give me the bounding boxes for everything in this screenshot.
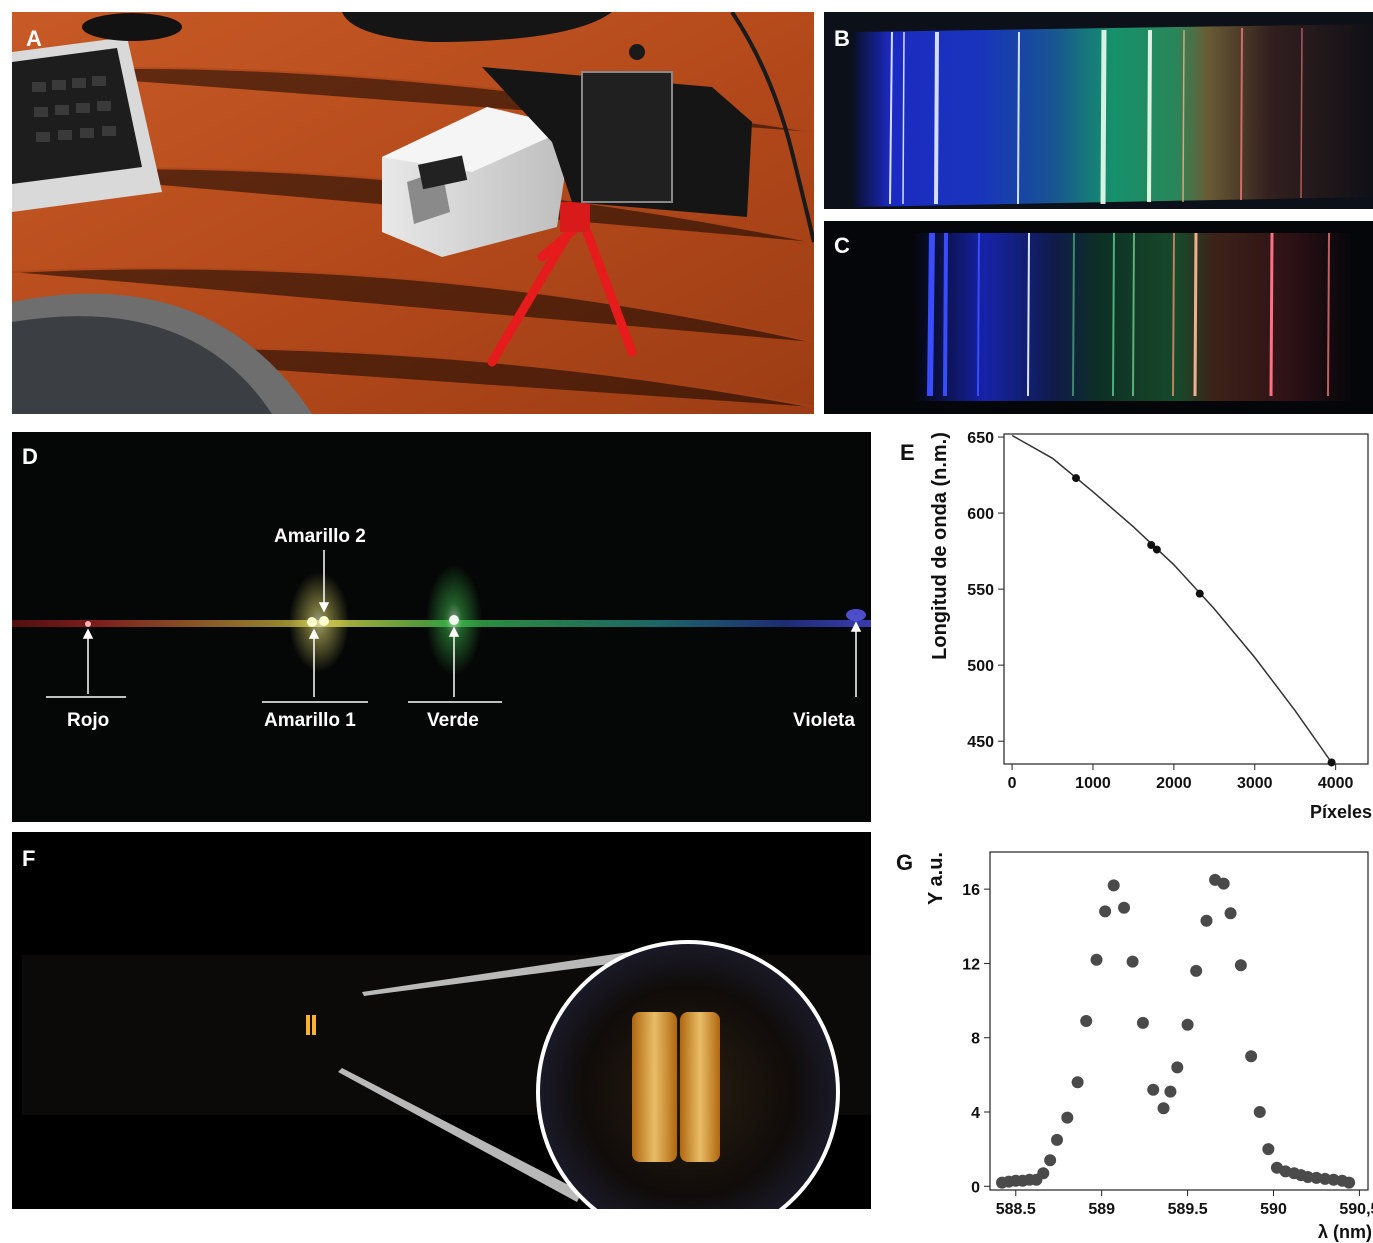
data-point [1343,1176,1356,1189]
x-tick-label: 590 [1260,1201,1287,1218]
x-axis-label: Píxeles [1310,802,1372,822]
data-point [1195,589,1204,598]
y-axis-label: Y a.u. [925,852,947,905]
sodium-doublet-image-f: F [12,832,871,1209]
panel-label-b: B [834,26,850,51]
calibration-chart-e: E 0 1000 2000 3000 4000 450 500 550 600 650 Píxele… [872,426,1373,826]
y-tick-label: 500 [967,658,994,675]
label-amarillo-1: Amarillo 1 [264,710,356,731]
x-tick-label: 2000 [1156,775,1192,792]
data-point [1051,1133,1064,1146]
data-point [1164,1085,1177,1098]
data-point [1147,1083,1160,1096]
annotated-spectrum-d: D [12,432,871,822]
data-point [1080,1015,1093,1027]
x-tick-label: 589.5 [1168,1201,1208,1218]
x-tick-label: 590,5 [1339,1201,1373,1218]
spectrum-image-c: C [824,221,1373,414]
data-point [1126,955,1139,968]
x-tick-label: 589 [1088,1201,1115,1218]
label-rojo: Rojo [67,710,110,731]
intensity-chart-svg: 588.5 589 589.5 590 590,5 0 4 8 12 16 λ (nm) Y a.u. [925,851,1373,1242]
spectrum-c-illustration [824,221,1373,414]
label-verde: Verde [427,710,479,731]
spectrum-d-illustration [12,432,871,822]
data-point [1234,959,1247,972]
y-tick-label: 0 [971,1179,980,1196]
data-point [1136,1016,1149,1029]
data-point [1327,758,1336,767]
data-point [1262,1143,1275,1156]
fit-curve [1011,434,1333,763]
label-amarillo-2: Amarillo 2 [274,526,366,547]
data-point [1071,474,1080,483]
data-point [1181,1018,1194,1031]
y-tick-label: 8 [971,1031,980,1048]
data-point [1253,1106,1266,1118]
y-tick-label: 450 [967,734,994,751]
x-tick-label: 4000 [1318,775,1354,792]
data-point [1107,879,1120,892]
y-tick-label: 550 [967,582,994,599]
y-tick-label: 650 [967,430,994,447]
data-point [1217,877,1230,890]
photo-spectrometer-setup: A [12,12,814,414]
data-point [1099,905,1112,918]
data-point [1152,545,1161,554]
data-point [1171,1061,1184,1074]
data-point [1224,907,1237,920]
spectrum-b-illustration [824,12,1373,209]
spectrum-image-b: B [824,12,1373,209]
data-point [1157,1102,1170,1115]
data-point [1044,1154,1057,1167]
data-point [1061,1111,1074,1124]
plot-frame [989,851,1369,1191]
panel-label-f: F [22,846,36,871]
y-axis-label: Longitud de onda (n.m.) [929,432,951,660]
panel-label-c: C [834,233,850,258]
doublet-intensity-chart-g: G 588.5 589 589.5 590 590,5 0 4 8 12 16 λ (nm) Y a.… [872,838,1373,1243]
y-tick-label: 16 [962,882,980,899]
x-tick-label: 1000 [1075,775,1111,792]
panel-label-a: A [26,26,42,51]
data-point [1118,901,1131,914]
data-point [1147,541,1156,550]
plot-frame [1003,433,1369,765]
x-tick-label: 3000 [1237,775,1273,792]
data-point [1071,1076,1084,1089]
x-tick-label: 588.5 [996,1201,1036,1218]
tripod-head [560,202,590,232]
data-point [1037,1167,1050,1180]
data-point [1190,964,1203,977]
data-point [1245,1050,1258,1063]
doublet-zoom-illustration [12,832,871,1209]
y-tick-label: 600 [967,506,994,523]
y-tick-label: 4 [971,1105,980,1122]
panel-label-d: D [22,444,38,469]
spectrometer-photo-illustration [12,12,814,414]
x-tick-label: 0 [1008,775,1017,792]
x-axis-label: λ (nm) [1318,1222,1372,1242]
data-point [1090,953,1103,966]
data-point [1200,914,1213,927]
calibration-chart-svg: 0 1000 2000 3000 4000 450 500 550 600 650 Píxeles L… [929,430,1372,822]
panel-label-g: G [896,850,914,875]
y-tick-label: 12 [962,956,980,973]
label-violeta: Violeta [793,710,855,731]
panel-label-e: E [900,440,915,465]
